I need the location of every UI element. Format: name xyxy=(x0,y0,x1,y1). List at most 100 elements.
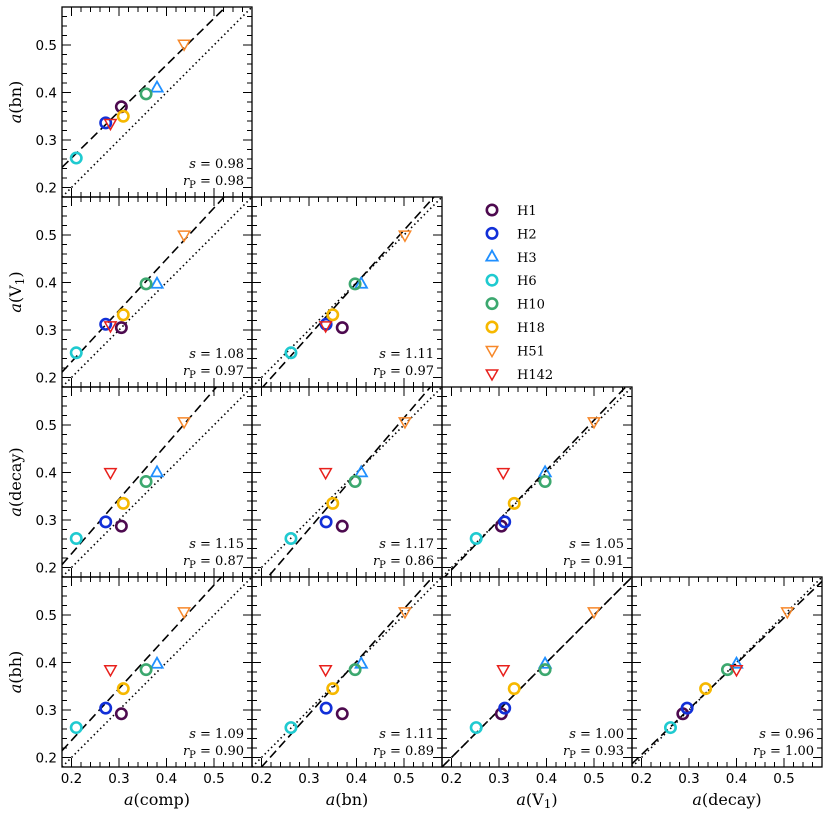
legend-item-h2: H2 xyxy=(485,226,537,242)
y-tick-label: 0.4 xyxy=(36,276,57,292)
legend-item-h6: H6 xyxy=(485,273,537,289)
fit-line xyxy=(443,387,627,577)
point-h142 xyxy=(318,665,333,678)
panel-plot-area xyxy=(62,577,252,767)
point-h1 xyxy=(335,321,349,335)
stat-pearson: rP = 0.90 xyxy=(183,744,244,761)
point-h142 xyxy=(729,665,744,678)
point-h2 xyxy=(498,515,512,529)
point-h10 xyxy=(139,475,153,489)
point-h3 xyxy=(353,275,369,289)
y-tick-label: 0.5 xyxy=(36,418,57,434)
y-tick-label: 0.3 xyxy=(36,323,57,339)
legend-item-h10: H10 xyxy=(485,297,545,313)
point-h3 xyxy=(149,79,165,93)
point-h2 xyxy=(319,515,333,529)
point-h2 xyxy=(498,701,512,715)
legend-marker-h6 xyxy=(485,273,499,287)
panel-comp-vs-decay: s = 1.15 rP = 0.87 0.2 0.3 0.4 0.5 xyxy=(36,386,253,578)
point-h10 xyxy=(348,663,362,677)
panel-bn-vs-bh: s = 1.11 rP = 0.89 0.2 0.3 0.4 0.5 xyxy=(251,576,443,787)
x-tick-label: 0.3 xyxy=(678,771,699,787)
panel-plot-area xyxy=(62,387,252,577)
y-axis-label-V1: a(V1) xyxy=(6,271,27,312)
y-tick-label: 0.5 xyxy=(36,608,57,624)
fit-line xyxy=(62,197,226,373)
panel-ticks xyxy=(61,386,253,578)
y-tick-label: 0.4 xyxy=(36,86,57,102)
legend-label: H51 xyxy=(517,344,545,359)
point-h6 xyxy=(469,532,483,546)
point-h142 xyxy=(103,665,118,678)
legend-marker-h3 xyxy=(484,248,500,262)
panel-plot-area xyxy=(252,387,442,577)
point-h51 xyxy=(177,607,192,620)
point-h142 xyxy=(496,467,511,481)
point-h18 xyxy=(326,496,340,510)
fit-line xyxy=(261,197,436,387)
x-tick-label: 0.2 xyxy=(251,771,272,787)
point-h2 xyxy=(99,116,113,130)
x-tick-label: 0.5 xyxy=(773,771,794,787)
panel-plot-area xyxy=(252,577,442,767)
point-h18 xyxy=(699,682,713,696)
point-h6 xyxy=(69,721,83,735)
panel-V1-vs-decay: s = 1.05 rP = 0.91 xyxy=(441,386,633,578)
point-h18 xyxy=(116,682,130,696)
panel-comp-vs-V1: s = 1.08 rP = 0.97 0.2 0.3 0.4 0.5 xyxy=(36,196,253,388)
point-h142 xyxy=(103,467,118,481)
point-h142 xyxy=(103,118,118,132)
stat-slope: s = 1.05 xyxy=(569,537,624,552)
x-tick-label: 0.3 xyxy=(488,771,509,787)
legend-label: H6 xyxy=(517,274,537,289)
point-h3 xyxy=(353,464,369,478)
stat-slope: s = 1.11 xyxy=(379,347,434,362)
panel-ticks xyxy=(61,576,253,768)
fit-line xyxy=(62,577,223,752)
x-tick-label: 0.3 xyxy=(298,771,319,787)
fit-line xyxy=(442,577,632,767)
x-tick-label: 0.4 xyxy=(536,771,557,787)
point-h142 xyxy=(318,467,333,481)
point-h6 xyxy=(284,532,298,546)
legend-marker-h2 xyxy=(485,226,499,240)
point-h6 xyxy=(284,721,298,735)
point-h1 xyxy=(114,321,128,335)
point-h1 xyxy=(335,707,349,721)
legend-label: H18 xyxy=(517,321,545,336)
y-tick-label: 0.5 xyxy=(36,38,57,54)
point-h3 xyxy=(149,464,165,478)
point-h1 xyxy=(335,519,349,533)
x-tick-label: 0.4 xyxy=(346,771,367,787)
legend-marker-h18 xyxy=(485,320,499,334)
point-h18 xyxy=(326,308,340,322)
point-h10 xyxy=(348,475,362,489)
x-axis-label-comp: a(comp) xyxy=(124,790,190,809)
panel-bn-vs-V1: s = 1.11 rP = 0.97 xyxy=(251,196,443,388)
panel-ticks xyxy=(631,576,823,768)
legend-label: H1 xyxy=(517,204,537,219)
x-axis-label-decay: a(decay) xyxy=(692,790,761,809)
legend-item-h3: H3 xyxy=(484,248,537,266)
point-h3 xyxy=(537,655,553,669)
point-h1 xyxy=(114,707,128,721)
fit-line xyxy=(62,387,218,566)
stat-pearson: rP = 0.97 xyxy=(373,364,434,381)
point-h10 xyxy=(348,277,362,291)
legend-item-h18: H18 xyxy=(485,320,545,336)
legend-label: H2 xyxy=(517,227,537,242)
stat-slope: s = 1.15 xyxy=(189,537,244,552)
point-h51 xyxy=(177,230,192,243)
x-tick-label: 0.4 xyxy=(726,771,747,787)
point-h3 xyxy=(149,275,165,289)
panel-bn-vs-decay: s = 1.17 rP = 0.86 xyxy=(251,386,443,578)
point-h51 xyxy=(177,39,192,52)
point-h6 xyxy=(469,721,483,735)
y-tick-label: 0.5 xyxy=(36,228,57,244)
x-tick-label: 0.5 xyxy=(203,771,224,787)
point-h2 xyxy=(319,701,333,715)
point-h3 xyxy=(729,655,744,669)
panel-comp-vs-bh: s = 1.09 rP = 0.90 0.2 0.3 0.4 0.5 0.2 0.3 0.4 0.… xyxy=(36,576,253,787)
point-h18 xyxy=(507,496,521,510)
